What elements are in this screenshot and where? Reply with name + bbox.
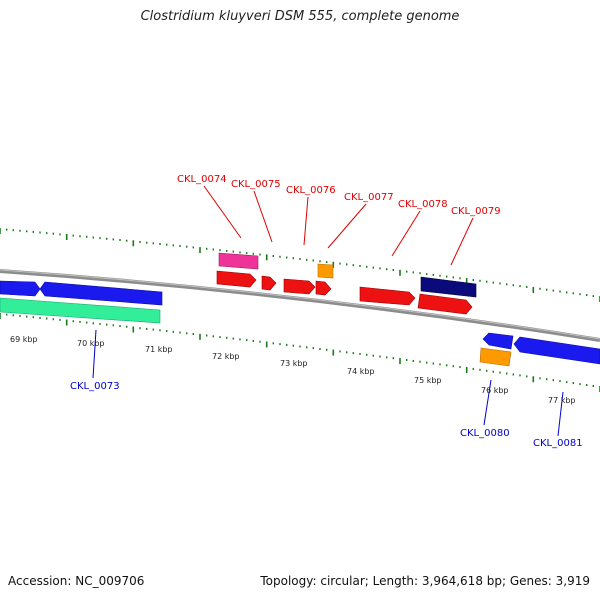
scale-label-72: 72 kbp [212, 352, 240, 361]
gene-feature-ckl-0073[interactable] [0, 297, 161, 324]
topology-info: Topology: circular; Length: 3,964,618 bp… [260, 574, 590, 588]
gene-label-ckl-0079[interactable]: CKL_0079 [451, 206, 501, 217]
scale-label-74: 74 kbp [347, 367, 375, 376]
scale-labels: 69 kbp 70 kbp 71 kbp 72 kbp 73 kbp 74 kb… [10, 335, 576, 405]
map-title: Clostridium kluyveri DSM 555, complete g… [140, 9, 460, 24]
gene-label-ckl-0073[interactable]: CKL_0073 [70, 381, 120, 392]
scale-label-70: 70 kbp [77, 339, 105, 348]
gene-feature-red-2[interactable] [261, 275, 277, 291]
gene-feature-red-3[interactable] [283, 278, 316, 295]
gene-label-ckl-0076[interactable]: CKL_0076 [286, 185, 336, 196]
gene-feature-orange-lower[interactable] [479, 347, 512, 367]
scale-label-76: 76 kbp [481, 386, 509, 395]
scale-label-69: 69 kbp [10, 335, 38, 344]
gene-feature-red-4[interactable] [315, 280, 332, 296]
gene-feature-red-1[interactable] [216, 270, 257, 288]
scale-label-73: 73 kbp [280, 359, 308, 368]
gene-features [0, 252, 600, 367]
scale-label-71: 71 kbp [145, 345, 173, 354]
gene-feature-orange-upper[interactable] [317, 263, 334, 279]
lower-leader-lines [92, 329, 564, 437]
gene-feature-left-blue-a[interactable] [0, 280, 41, 297]
lower-tick-track [0, 313, 600, 392]
gene-feature-ckl-0080[interactable] [482, 332, 514, 350]
upper-tick-track [0, 228, 600, 302]
gene-feature-navy[interactable] [420, 276, 477, 298]
gene-label-ckl-0074[interactable]: CKL_0074 [177, 174, 227, 185]
upper-leader-lines [203, 185, 474, 266]
gene-label-ckl-0078[interactable]: CKL_0078 [398, 199, 448, 210]
genome-backbone [0, 269, 600, 342]
scale-label-75: 75 kbp [414, 376, 442, 385]
scale-label-77: 77 kbp [548, 396, 576, 405]
accession-info: Accession: NC_009706 [8, 574, 145, 588]
gene-feature-pink[interactable] [218, 252, 259, 270]
lower-gene-labels: CKL_0073 CKL_0080 CKL_0081 [70, 381, 583, 449]
gene-feature-red-5[interactable] [359, 286, 416, 306]
gene-feature-left-blue-b[interactable] [39, 281, 163, 306]
gene-label-ckl-0077[interactable]: CKL_0077 [344, 192, 394, 203]
gene-label-ckl-0075[interactable]: CKL_0075 [231, 179, 281, 190]
gene-label-ckl-0080[interactable]: CKL_0080 [460, 428, 510, 439]
gene-feature-ckl-0081[interactable] [513, 336, 600, 365]
upper-gene-labels: CKL_0074 CKL_0075 CKL_0076 CKL_0077 CKL_… [177, 174, 501, 217]
gene-feature-red-6[interactable] [417, 293, 473, 315]
gene-label-ckl-0081[interactable]: CKL_0081 [533, 438, 583, 449]
